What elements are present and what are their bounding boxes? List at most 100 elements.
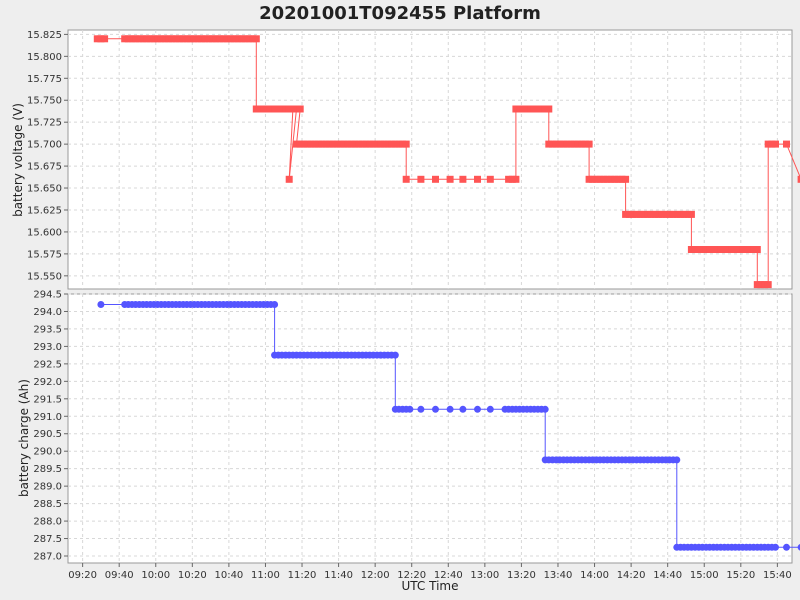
data-point bbox=[249, 35, 257, 43]
data-point bbox=[658, 210, 666, 218]
data-point bbox=[446, 405, 454, 413]
x-tick-label: 11:40 bbox=[324, 570, 353, 581]
data-point bbox=[391, 140, 399, 148]
data-point bbox=[256, 105, 264, 113]
data-point bbox=[574, 140, 582, 148]
charge-y-axis-label: battery charge (Ah) bbox=[17, 379, 31, 497]
charge-series bbox=[97, 301, 800, 551]
y-tick-label: 15.675 bbox=[27, 162, 62, 173]
data-point bbox=[459, 175, 467, 183]
charge-gridlines bbox=[68, 293, 792, 563]
x-tick-label: 12:00 bbox=[361, 570, 390, 581]
data-point bbox=[600, 175, 608, 183]
y-tick-label: 288.5 bbox=[33, 499, 62, 510]
data-point bbox=[135, 35, 143, 43]
data-point bbox=[772, 543, 779, 551]
data-point bbox=[549, 140, 556, 148]
data-point bbox=[636, 210, 644, 218]
data-point bbox=[512, 105, 520, 113]
data-point bbox=[245, 35, 253, 43]
data-point bbox=[625, 210, 633, 218]
x-tick-label: 13:40 bbox=[544, 570, 573, 581]
data-point bbox=[797, 175, 800, 183]
data-point bbox=[673, 210, 681, 218]
data-point bbox=[271, 301, 279, 308]
data-point bbox=[720, 246, 728, 253]
voltage-plot-area bbox=[67, 29, 793, 290]
data-point bbox=[230, 35, 238, 43]
data-point bbox=[691, 246, 699, 253]
data-point bbox=[289, 105, 297, 113]
data-point bbox=[527, 105, 535, 113]
charge-plot-area bbox=[67, 293, 793, 564]
x-tick-label: 09:20 bbox=[68, 570, 97, 581]
data-point bbox=[417, 405, 425, 413]
data-point bbox=[698, 246, 706, 253]
data-point bbox=[614, 175, 622, 183]
data-point bbox=[369, 140, 377, 148]
data-point bbox=[764, 281, 772, 289]
data-point bbox=[687, 246, 695, 253]
data-point bbox=[234, 35, 242, 43]
data-point bbox=[611, 175, 619, 183]
data-point bbox=[783, 543, 790, 551]
x-tick-label: 11:20 bbox=[288, 570, 317, 581]
data-point bbox=[585, 175, 593, 183]
y-tick-label: 287.5 bbox=[33, 534, 62, 545]
data-point bbox=[592, 175, 600, 183]
y-tick-label: 15.725 bbox=[27, 118, 62, 129]
data-point bbox=[212, 35, 220, 43]
y-tick-label: 15.550 bbox=[27, 271, 62, 282]
data-point bbox=[139, 35, 147, 43]
data-point bbox=[530, 105, 538, 113]
y-tick-label: 15.825 bbox=[27, 30, 62, 41]
data-point bbox=[739, 246, 747, 253]
data-point bbox=[633, 210, 641, 218]
data-point bbox=[315, 140, 322, 148]
data-point bbox=[304, 140, 311, 148]
data-point bbox=[132, 35, 140, 43]
x-tick-label: 11:00 bbox=[251, 570, 280, 581]
data-point bbox=[607, 175, 615, 183]
data-point bbox=[603, 175, 611, 183]
data-point bbox=[187, 35, 194, 43]
data-point bbox=[459, 405, 467, 413]
data-point bbox=[219, 35, 227, 43]
data-point bbox=[241, 35, 249, 43]
data-point bbox=[325, 140, 333, 148]
data-point bbox=[285, 175, 293, 183]
data-point bbox=[388, 140, 396, 148]
data-point bbox=[417, 175, 425, 183]
data-point bbox=[347, 140, 355, 148]
x-tick-label: 15:00 bbox=[690, 570, 719, 581]
data-point bbox=[285, 105, 293, 113]
data-point bbox=[585, 140, 593, 148]
data-point bbox=[183, 35, 191, 43]
data-point bbox=[223, 35, 231, 43]
data-point bbox=[629, 210, 637, 218]
data-point bbox=[154, 35, 162, 43]
data-point bbox=[274, 105, 282, 113]
data-point bbox=[512, 175, 520, 183]
data-point bbox=[474, 405, 481, 413]
data-point bbox=[168, 35, 176, 43]
data-point bbox=[797, 543, 800, 551]
data-point bbox=[293, 105, 300, 113]
data-point bbox=[687, 210, 695, 218]
data-point bbox=[318, 140, 326, 148]
data-point bbox=[351, 140, 359, 148]
data-point bbox=[724, 246, 732, 253]
data-point bbox=[252, 105, 260, 113]
y-tick-label: 15.650 bbox=[27, 184, 62, 195]
data-point bbox=[395, 140, 403, 148]
data-point bbox=[252, 35, 260, 43]
data-point bbox=[121, 35, 129, 43]
x-tick-label: 14:40 bbox=[653, 570, 682, 581]
data-point bbox=[757, 281, 765, 289]
y-tick-label: 293.5 bbox=[33, 324, 62, 335]
data-point bbox=[293, 140, 300, 148]
data-point bbox=[505, 175, 513, 183]
data-point bbox=[340, 140, 348, 148]
data-point bbox=[296, 140, 304, 148]
data-point bbox=[208, 35, 216, 43]
